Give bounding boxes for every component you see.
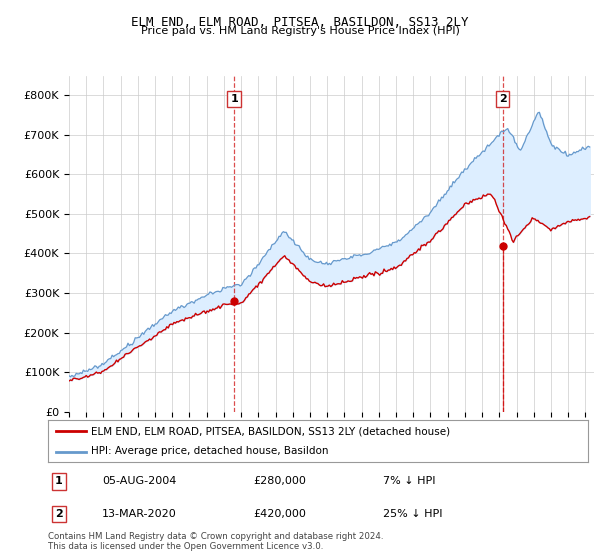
Text: Contains HM Land Registry data © Crown copyright and database right 2024.
This d: Contains HM Land Registry data © Crown c… bbox=[48, 532, 383, 552]
Text: 25% ↓ HPI: 25% ↓ HPI bbox=[383, 509, 442, 519]
Text: 1: 1 bbox=[230, 94, 238, 104]
Text: ELM END, ELM ROAD, PITSEA, BASILDON, SS13 2LY: ELM END, ELM ROAD, PITSEA, BASILDON, SS1… bbox=[131, 16, 469, 29]
Text: £280,000: £280,000 bbox=[253, 477, 306, 486]
Text: ELM END, ELM ROAD, PITSEA, BASILDON, SS13 2LY (detached house): ELM END, ELM ROAD, PITSEA, BASILDON, SS1… bbox=[91, 426, 451, 436]
Text: Price paid vs. HM Land Registry's House Price Index (HPI): Price paid vs. HM Land Registry's House … bbox=[140, 26, 460, 36]
Text: HPI: Average price, detached house, Basildon: HPI: Average price, detached house, Basi… bbox=[91, 446, 329, 456]
Text: 2: 2 bbox=[499, 94, 506, 104]
Text: 05-AUG-2004: 05-AUG-2004 bbox=[102, 477, 176, 486]
Text: 13-MAR-2020: 13-MAR-2020 bbox=[102, 509, 177, 519]
Text: 2: 2 bbox=[55, 509, 62, 519]
Text: £420,000: £420,000 bbox=[253, 509, 306, 519]
Text: 7% ↓ HPI: 7% ↓ HPI bbox=[383, 477, 436, 486]
Text: 1: 1 bbox=[55, 477, 62, 486]
